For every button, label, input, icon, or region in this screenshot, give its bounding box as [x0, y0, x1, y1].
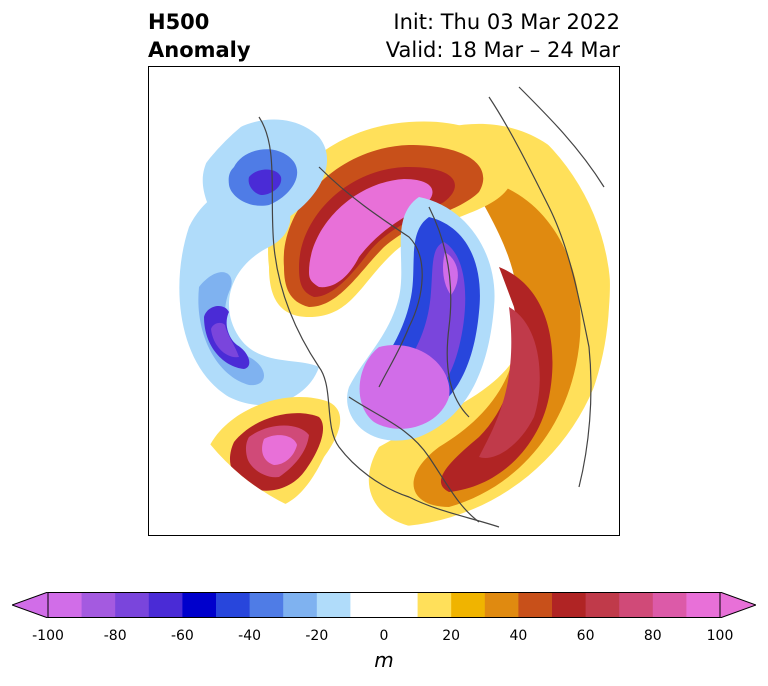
colorbar-unit-label: m [374, 648, 394, 672]
init-date-label: Init: Thu 03 Mar 2022 [393, 10, 620, 34]
colorbar-cell [182, 592, 217, 618]
colorbar-cell [350, 592, 385, 618]
colorbar-tick-label: 80 [643, 628, 662, 644]
colorbar-min-arrow [12, 592, 49, 618]
colorbar-cell [417, 592, 452, 618]
colorbar-cell [518, 592, 553, 618]
colorbar-cell [552, 592, 587, 618]
anomaly-map [148, 66, 620, 536]
colorbar-cell [283, 592, 318, 618]
colorbar-tick-label: -40 [238, 628, 262, 644]
colorbar-cell [148, 592, 183, 618]
colorbar-tick-label: -100 [32, 628, 64, 644]
colorbar-cell [484, 592, 519, 618]
colorbar-cell [81, 592, 116, 618]
colorbar-tick-label: 40 [509, 628, 528, 644]
colorbar-cell [316, 592, 351, 618]
colorbar-max-arrow [719, 592, 756, 618]
colorbar-frame [47, 592, 721, 618]
negative-anomaly-north-pacific [179, 186, 319, 406]
colorbar-cell [216, 592, 251, 618]
field-label: Anomaly [148, 38, 251, 62]
colorbar-cell [249, 592, 284, 618]
colorbar-cell [384, 592, 419, 618]
colorbar-cell [115, 592, 150, 618]
valid-range-label: Valid: 18 Mar – 24 Mar [385, 38, 620, 62]
chart-title-right: Init: Thu 03 Mar 2022 Valid: 18 Mar – 24… [386, 8, 620, 64]
colorbar [12, 592, 756, 618]
colorbar-cell [686, 592, 721, 618]
chart-title-left: H500 Anomaly [148, 8, 251, 64]
negative-anomaly-eastern-siberia [202, 119, 328, 226]
colorbar-cell [585, 592, 620, 618]
colorbar-tick-label: 0 [379, 628, 389, 644]
colorbar-tick-label: 20 [442, 628, 461, 644]
negative-anomaly-arctic-greenland [347, 197, 495, 441]
colorbar-tick-label: -20 [305, 628, 329, 644]
colorbar-tick-label: 100 [706, 628, 734, 644]
colorbar-tick-label: 60 [576, 628, 595, 644]
colorbar-cell [652, 592, 687, 618]
variable-label: H500 [148, 10, 210, 34]
colorbar-cell [48, 592, 83, 618]
colorbar-cell [619, 592, 654, 618]
map-svg [159, 75, 611, 528]
colorbar-tick-label: -60 [170, 628, 194, 644]
coastlines [258, 86, 605, 528]
colorbar-cell [451, 592, 486, 618]
colorbar-tick-label: -80 [103, 628, 127, 644]
